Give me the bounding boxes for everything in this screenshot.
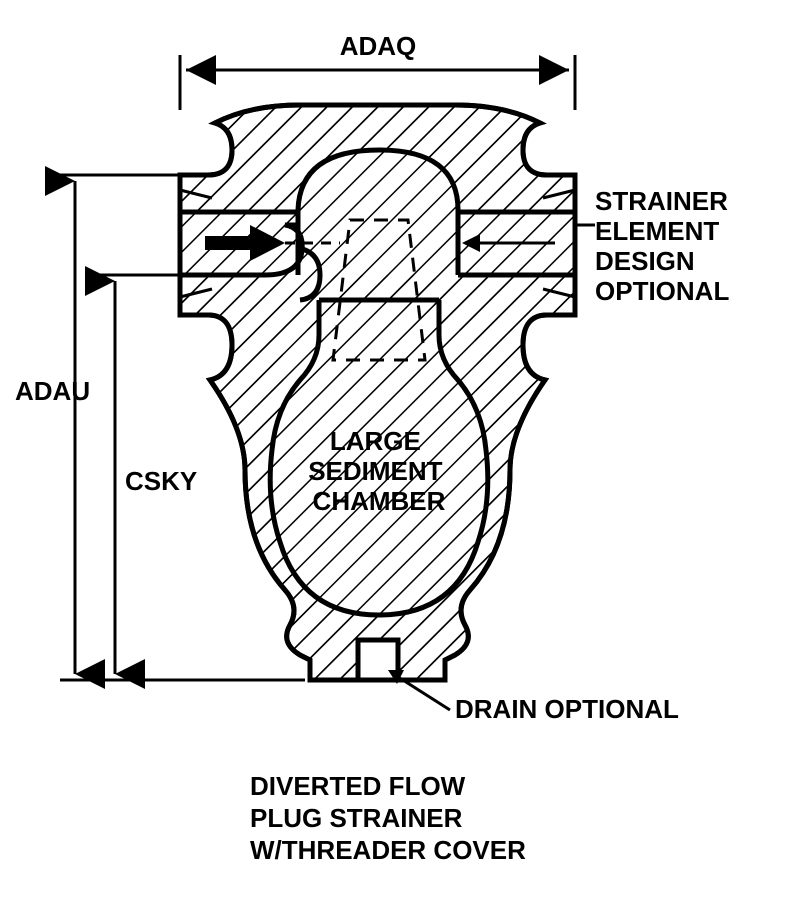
- drain-label: DRAIN OPTIONAL: [455, 694, 679, 724]
- dim-csky-label: CSKY: [125, 466, 197, 496]
- dim-csky: CSKY: [100, 275, 197, 674]
- chamber-label-line: SEDIMENT: [308, 456, 442, 486]
- title-line: PLUG STRAINER: [250, 803, 463, 833]
- dim-adaq-label: ADAQ: [340, 31, 417, 61]
- strainer-label-line: DESIGN: [595, 246, 695, 276]
- strainer-diagram: ADAQ ADAU CSKY DRAIN OPTIONAL STRAINER E…: [0, 0, 810, 900]
- strainer-body: [178, 105, 577, 680]
- dim-adau-label: ADAU: [15, 376, 90, 406]
- title-line: DIVERTED FLOW: [250, 771, 466, 801]
- strainer-label-line: STRAINER: [595, 186, 728, 216]
- diagram-title: DIVERTED FLOW PLUG STRAINER W/THREADER C…: [250, 771, 526, 865]
- strainer-label-line: OPTIONAL: [595, 276, 729, 306]
- strainer-label-line: ELEMENT: [595, 216, 719, 246]
- strainer-label: STRAINER ELEMENT DESIGN OPTIONAL: [595, 186, 735, 306]
- chamber-label-line: LARGE: [330, 426, 421, 456]
- dim-adaq: ADAQ: [180, 31, 575, 110]
- title-line: W/THREADER COVER: [250, 835, 526, 865]
- chamber-label-line: CHAMBER: [313, 486, 446, 516]
